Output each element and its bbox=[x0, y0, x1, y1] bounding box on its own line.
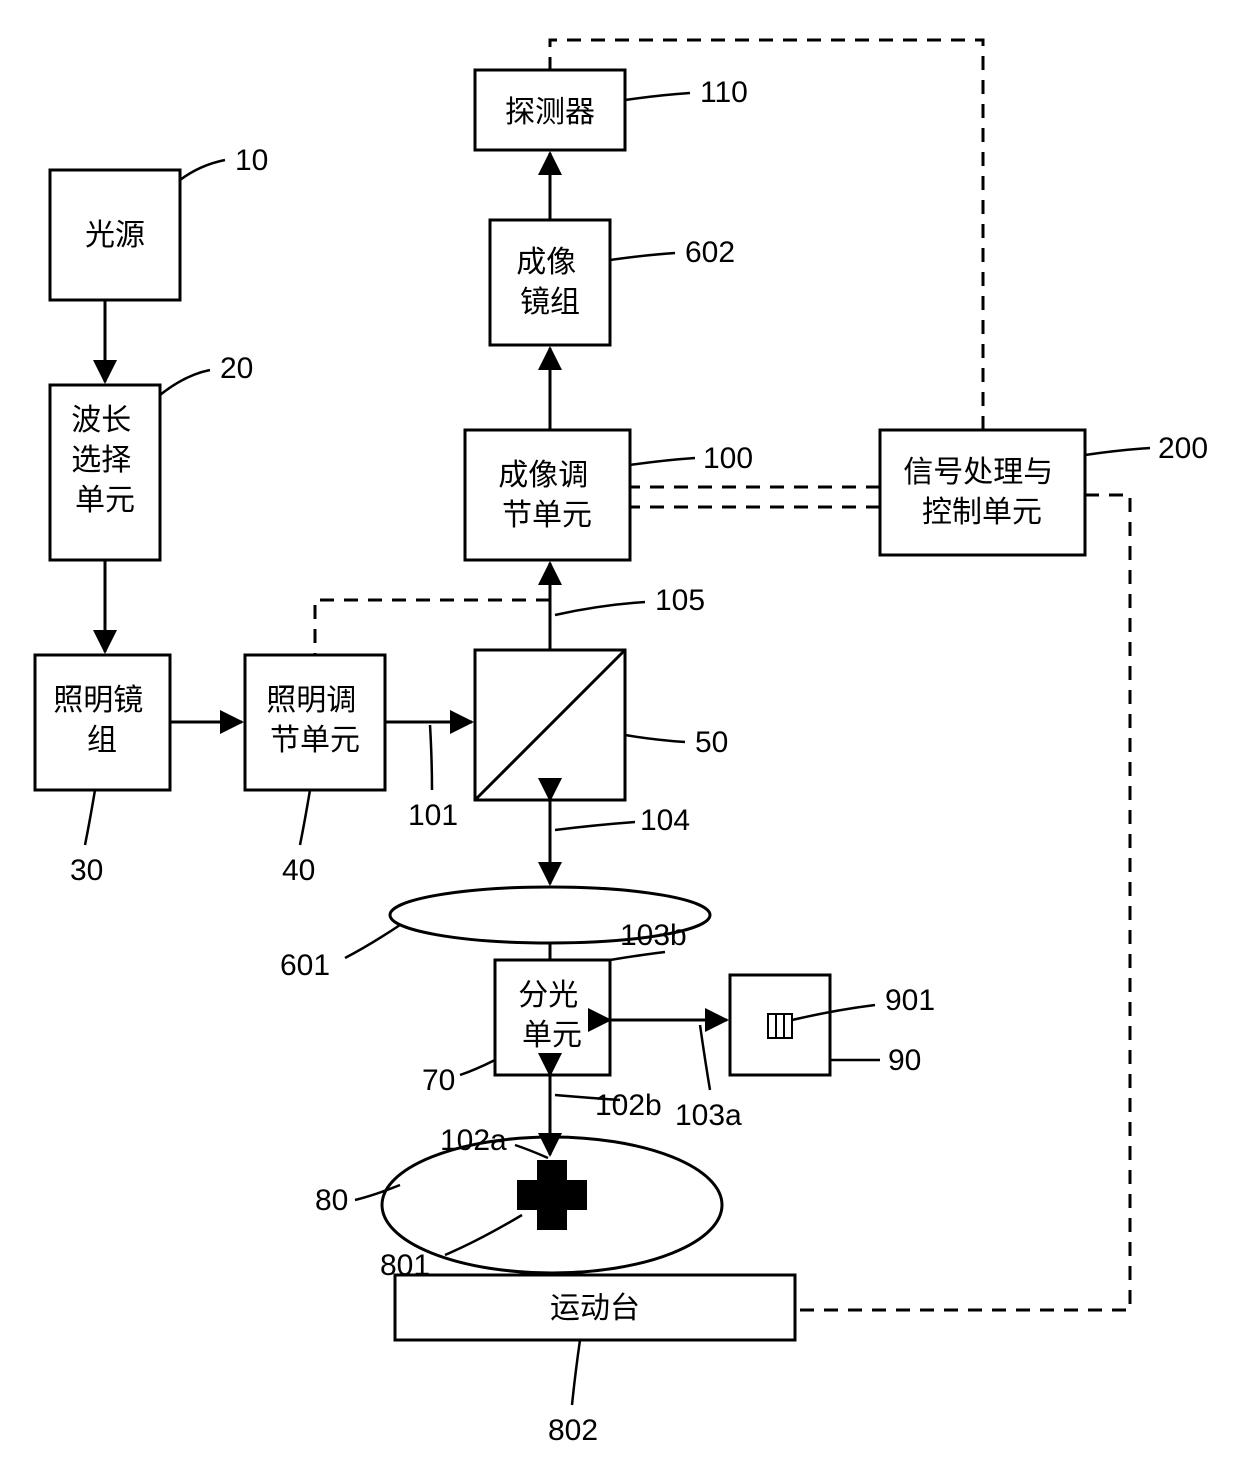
ref-40: 40 bbox=[282, 854, 315, 887]
ref-90: 90 bbox=[888, 1044, 921, 1077]
node-detector: 探测器 bbox=[475, 70, 625, 150]
ref-103b: 103b bbox=[620, 919, 687, 952]
ref-601: 601 bbox=[280, 949, 330, 982]
ref-602: 602 bbox=[685, 236, 735, 269]
node-signal-control: 信号处理与 控制单元 bbox=[880, 430, 1085, 555]
node-motion-stage: 运动台 bbox=[395, 1275, 795, 1340]
dash-control-40 bbox=[315, 600, 550, 655]
ref-105: 105 bbox=[655, 584, 705, 617]
ref-200: 200 bbox=[1158, 432, 1208, 465]
ref-802: 802 bbox=[548, 1414, 598, 1447]
ref-104: 104 bbox=[640, 804, 690, 837]
node-illum-adjust: 照明调 节单元 bbox=[245, 655, 385, 790]
leader-101 bbox=[430, 725, 432, 790]
leader-70 bbox=[460, 1060, 495, 1075]
leader-104 bbox=[555, 822, 635, 830]
node-light-source-label: 光源 bbox=[85, 219, 145, 252]
leader-602 bbox=[610, 253, 675, 260]
ref-80: 80 bbox=[315, 1184, 348, 1217]
node-splitter-unit: 分光 单元 bbox=[495, 960, 610, 1075]
node-imaging-lens-group: 成像 镜组 bbox=[490, 220, 610, 345]
node-detector-label: 探测器 bbox=[505, 96, 595, 129]
ref-20: 20 bbox=[220, 352, 253, 385]
ref-901: 901 bbox=[885, 984, 935, 1017]
ref-101: 101 bbox=[408, 799, 458, 832]
ref-70: 70 bbox=[422, 1064, 455, 1097]
leader-50 bbox=[625, 735, 685, 742]
ref-103a: 103a bbox=[675, 1099, 742, 1132]
ref-102b: 102b bbox=[595, 1089, 662, 1122]
node-imaging-adjust: 成像调 节单元 bbox=[465, 430, 630, 560]
leader-601 bbox=[345, 925, 400, 958]
node-wavelength-select-label: 波长 选择 单元 bbox=[71, 404, 139, 517]
leader-802 bbox=[572, 1340, 580, 1405]
ref-30: 30 bbox=[70, 854, 103, 887]
leader-30 bbox=[85, 790, 95, 845]
leader-103b bbox=[610, 952, 665, 960]
node-reference-mark-assembly bbox=[730, 975, 830, 1075]
ref-10: 10 bbox=[235, 144, 268, 177]
dash-200-802 bbox=[795, 495, 1130, 1310]
leader-100 bbox=[630, 458, 695, 465]
leader-105 bbox=[555, 602, 645, 615]
ref-50: 50 bbox=[695, 726, 728, 759]
leader-40 bbox=[300, 790, 310, 845]
ref-102a: 102a bbox=[440, 1124, 507, 1157]
node-substrate bbox=[382, 1137, 722, 1273]
leader-20 bbox=[160, 370, 210, 395]
leader-110 bbox=[625, 93, 690, 100]
leader-103a bbox=[700, 1025, 710, 1090]
node-motion-stage-label: 运动台 bbox=[550, 1292, 640, 1325]
ref-110: 110 bbox=[700, 76, 748, 109]
ref-801: 801 bbox=[380, 1249, 430, 1282]
node-beamsplitter bbox=[475, 650, 625, 800]
node-illum-lens-group: 照明镜 组 bbox=[35, 655, 170, 790]
leader-200 bbox=[1085, 448, 1150, 455]
node-wavelength-select: 波长 选择 单元 bbox=[50, 385, 160, 560]
ref-100: 100 bbox=[703, 442, 753, 475]
leader-10 bbox=[180, 160, 225, 180]
node-light-source: 光源 bbox=[50, 170, 180, 300]
block-diagram: 光源 波长 选择 单元 照明镜 组 照明调 节单元 bbox=[0, 0, 1240, 1479]
